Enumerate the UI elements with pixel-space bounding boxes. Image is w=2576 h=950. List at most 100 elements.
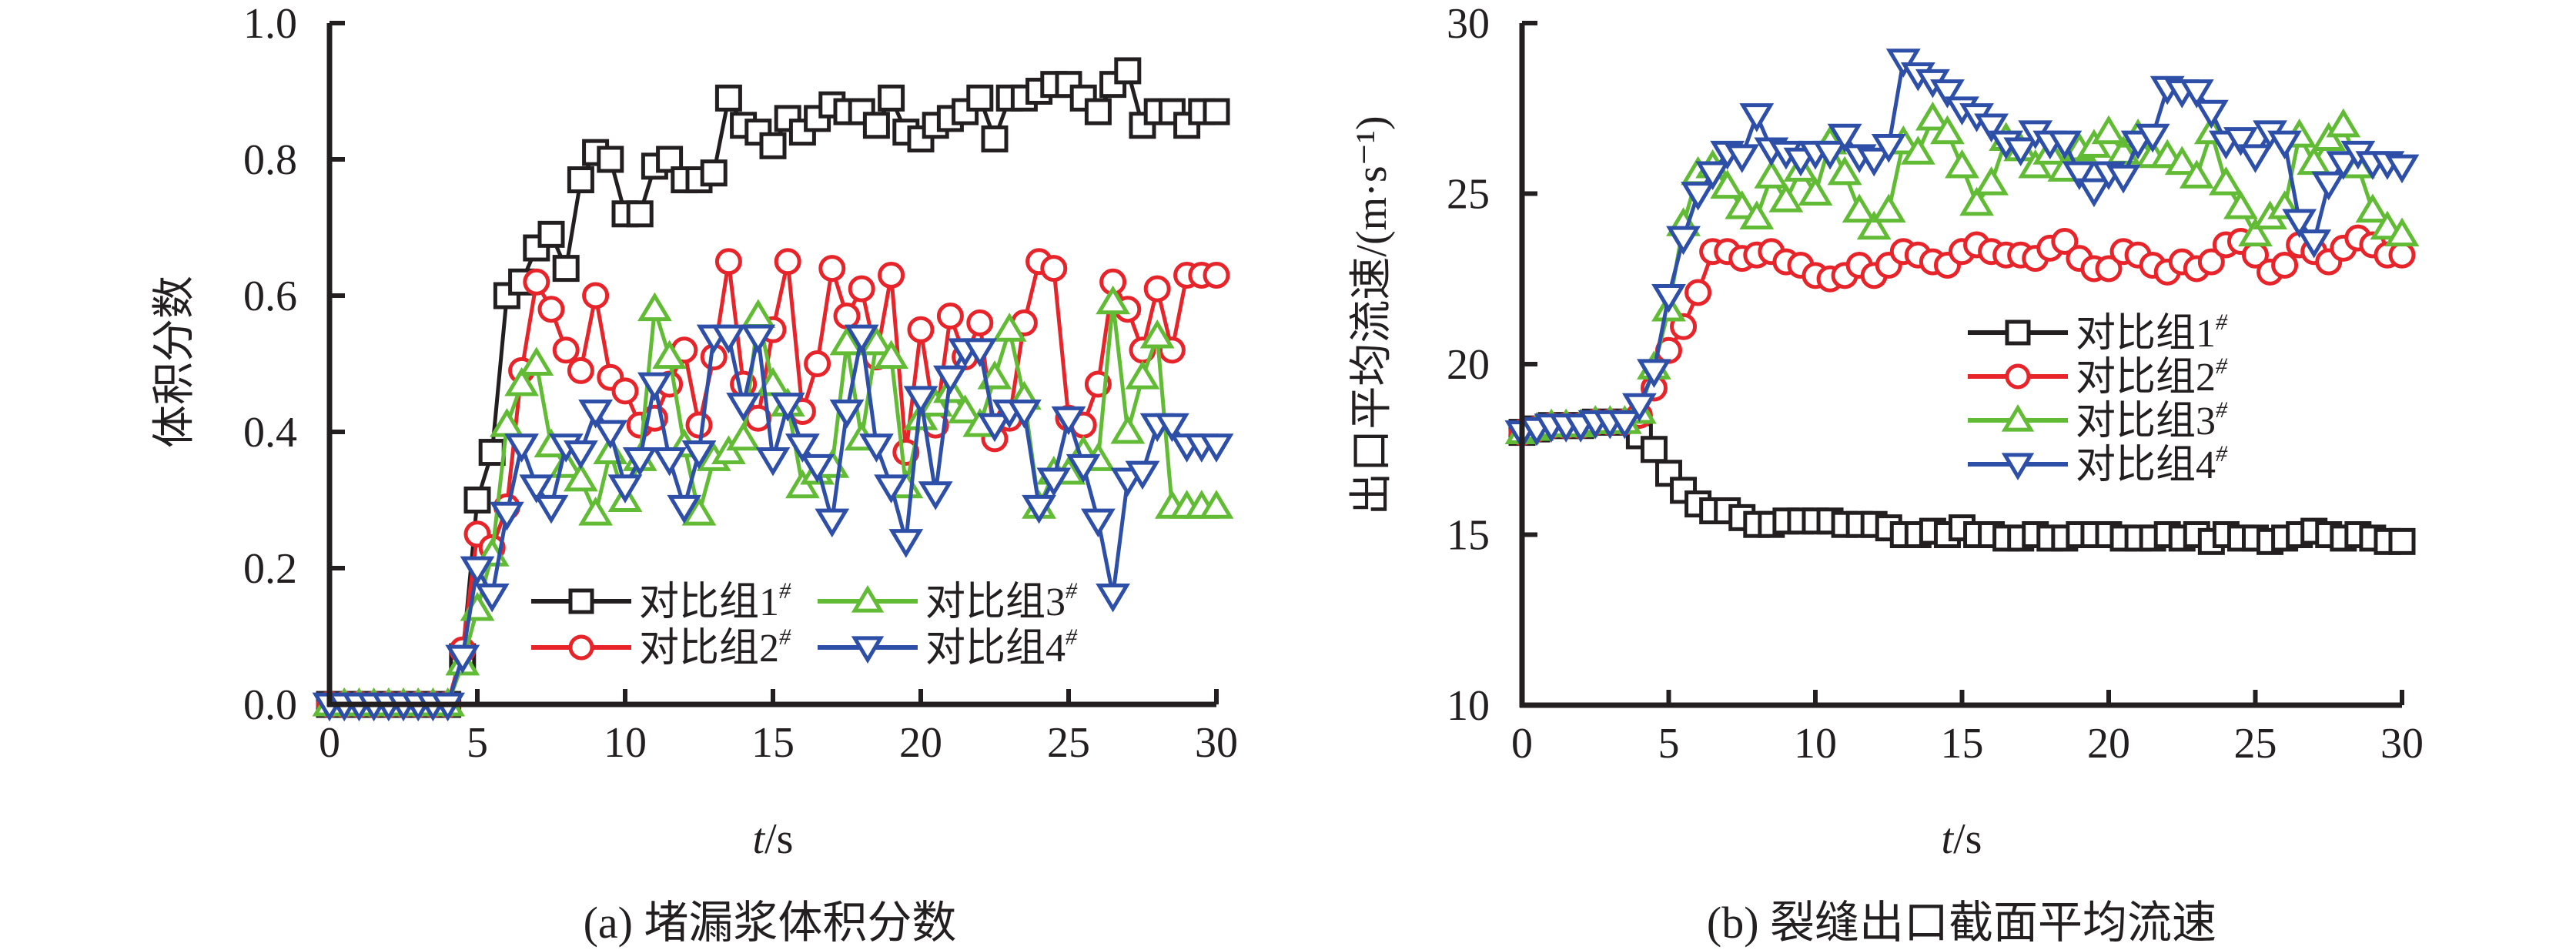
- data-point: [1930, 115, 1965, 145]
- data-point: [1114, 57, 1142, 85]
- data-point: [2311, 171, 2347, 201]
- x-tick-label: 30: [2380, 720, 2424, 768]
- data-point: [463, 487, 491, 513]
- data-point: [741, 299, 776, 328]
- data-point: [504, 366, 540, 396]
- axes: 0 5 10 15 20 25 30 10 15 20 25 30: [1447, 0, 2424, 768]
- x-tick-label: 25: [2234, 720, 2277, 768]
- data-point: [1856, 147, 1892, 177]
- x-tick-label: 0: [1511, 720, 1533, 768]
- data-point: [2051, 228, 2079, 256]
- data-point: [622, 447, 657, 477]
- data-point: [1125, 460, 1160, 490]
- legend: 对比组1#对比组2#对比组3#对比组4#: [1968, 309, 2228, 487]
- data-point: [711, 435, 746, 464]
- data-point: [1139, 319, 1175, 349]
- data-point: [700, 159, 728, 187]
- data-point: [981, 125, 1009, 152]
- legend-marker: [568, 634, 594, 661]
- data-point: [523, 268, 550, 296]
- x-axis-title-b: t/s: [1942, 815, 1982, 863]
- legend-marker: [2005, 363, 2031, 390]
- data-point: [637, 292, 672, 322]
- data-point: [966, 84, 994, 112]
- y-tick-label: 15: [1447, 512, 1490, 560]
- data-point: [578, 400, 614, 429]
- data-point: [2062, 161, 2097, 191]
- data-point: [1096, 583, 1131, 613]
- data-point: [1827, 156, 1862, 186]
- data-point: [2238, 144, 2273, 173]
- legend-label: 对比组2#: [2076, 353, 2228, 400]
- data-point: [1681, 182, 1716, 211]
- data-point: [534, 494, 569, 524]
- data-point: [1739, 200, 1775, 229]
- data-point: [567, 166, 594, 194]
- x-tick-label: 15: [1941, 720, 1984, 768]
- data-point: [774, 248, 801, 276]
- data-point: [1607, 410, 1642, 440]
- data-point: [770, 393, 805, 422]
- legend-label: 对比组1#: [639, 578, 791, 624]
- data-point: [504, 433, 540, 463]
- legend-item: 对比组1#: [531, 578, 791, 624]
- data-point: [2326, 151, 2361, 180]
- data-point: [1739, 103, 1775, 132]
- data-point: [1842, 193, 1877, 223]
- legend-marker: [2001, 453, 2035, 480]
- data-point: [1110, 414, 1146, 444]
- data-point: [1725, 144, 1760, 173]
- data-point: [593, 420, 628, 450]
- y-tick-label: 0.8: [243, 136, 297, 184]
- data-point: [1154, 413, 1189, 443]
- data-point: [2384, 154, 2420, 184]
- data-point: [2297, 229, 2332, 259]
- data-point: [1812, 140, 1848, 170]
- y-tick-label: 0.6: [243, 273, 297, 320]
- legend-marker: [851, 585, 885, 613]
- x-axis-title-unit-b: /s: [1953, 815, 1982, 863]
- legend-label: 对比组4#: [925, 624, 1078, 671]
- data-point: [2095, 255, 2123, 283]
- data-point: [1885, 49, 1921, 78]
- data-point: [800, 453, 835, 483]
- data-point: [2076, 178, 2112, 208]
- data-point: [1959, 186, 1994, 216]
- data-point: [1006, 400, 1042, 429]
- legend-marker: [568, 588, 594, 614]
- x-tick-label: 5: [1658, 720, 1680, 768]
- x-tick-label: 5: [467, 719, 488, 767]
- data-point: [552, 255, 580, 283]
- data-point: [1129, 112, 1156, 139]
- data-point: [1084, 98, 1112, 125]
- data-point: [2223, 127, 2258, 156]
- data-point: [2282, 209, 2317, 239]
- data-point: [759, 132, 787, 159]
- data-point: [2311, 122, 2347, 152]
- data-point: [2179, 159, 2214, 189]
- data-point: [2164, 146, 2200, 176]
- series-group: [1504, 49, 2420, 555]
- data-point: [2238, 217, 2273, 247]
- data-point: [714, 84, 742, 112]
- legend: 对比组1#对比组2#对比组3#对比组4#: [531, 578, 1078, 671]
- legend-item: 对比组3#: [1968, 397, 2228, 443]
- data-point: [1051, 406, 1086, 436]
- data-point: [711, 324, 746, 354]
- data-point: [858, 433, 894, 463]
- data-point: [818, 255, 846, 283]
- data-point: [1080, 508, 1116, 538]
- data-point: [1856, 210, 1892, 240]
- caption-b: (b) 裂缝出口截面平均流速: [1707, 898, 2216, 948]
- legend-item: 对比组1#: [1968, 309, 2228, 356]
- data-point: [2106, 164, 2141, 194]
- y-tick-label: 0.2: [243, 545, 297, 593]
- legend-label: 对比组1#: [2076, 309, 2228, 356]
- series-4: [1504, 49, 2420, 450]
- data-point: [907, 316, 935, 343]
- data-point: [626, 200, 654, 228]
- plot-area-a: 0 5 10 15 20 25 30 0.0 0.2 0.4 0.6 0.8 1.0 对比组1#对比组2#…: [243, 0, 1238, 767]
- data-point: [1798, 176, 1833, 206]
- data-point: [1871, 193, 1906, 223]
- data-point: [1096, 285, 1131, 315]
